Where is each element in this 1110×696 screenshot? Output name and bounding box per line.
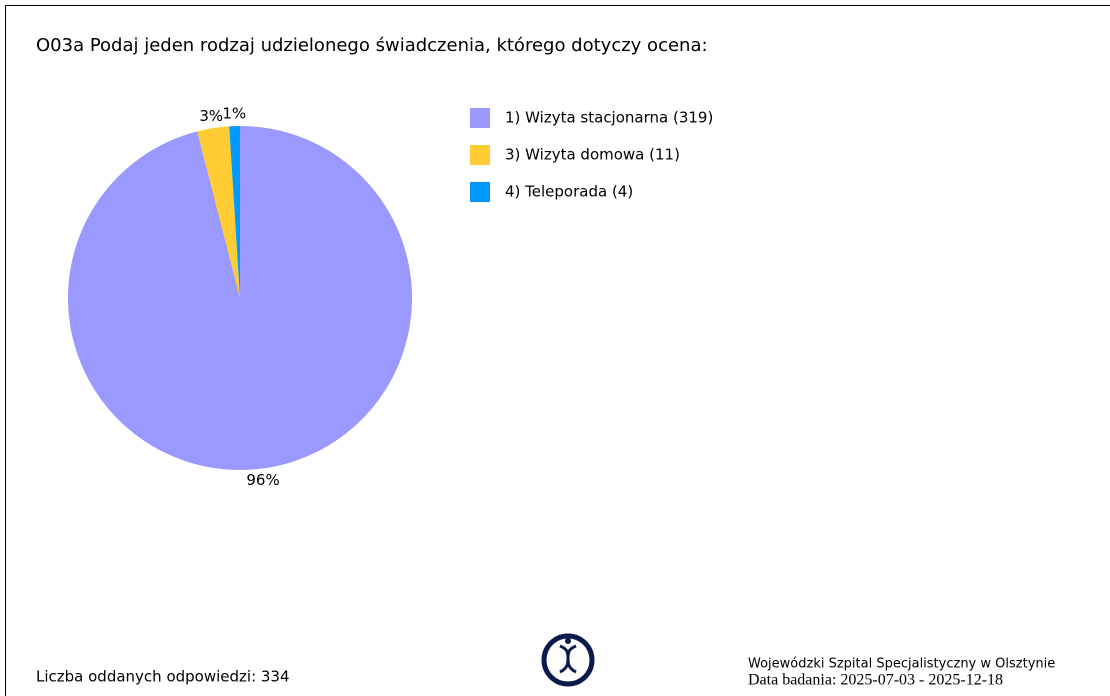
pie-slice — [68, 126, 413, 471]
slice-label: 96% — [246, 471, 279, 489]
chart-title: O03a Podaj jeden rodzaj udzielonego świa… — [36, 35, 708, 56]
legend-swatch — [470, 108, 490, 128]
survey-date: Data badania: 2025-07-03 - 2025-12-18 — [748, 672, 1003, 689]
legend-label: 1) Wizyta stacjonarna (319) — [505, 109, 713, 127]
legend-swatch — [470, 182, 490, 202]
legend-swatch — [470, 145, 490, 165]
slice-label: 3% — [199, 107, 223, 125]
hospital: Wojewódzki Szpital Specjalistyczny w Ols… — [748, 657, 1055, 672]
legend-label: 4) Teleporada (4) — [505, 183, 633, 201]
logo — [541, 633, 595, 687]
pie-slice — [197, 126, 240, 298]
pie-slice — [229, 126, 240, 298]
legend-label: 3) Wizyta domowa (11) — [505, 146, 680, 164]
responses: Liczba oddanych odpowiedzi: 334 — [36, 668, 290, 686]
slice-label: 1% — [222, 105, 246, 123]
